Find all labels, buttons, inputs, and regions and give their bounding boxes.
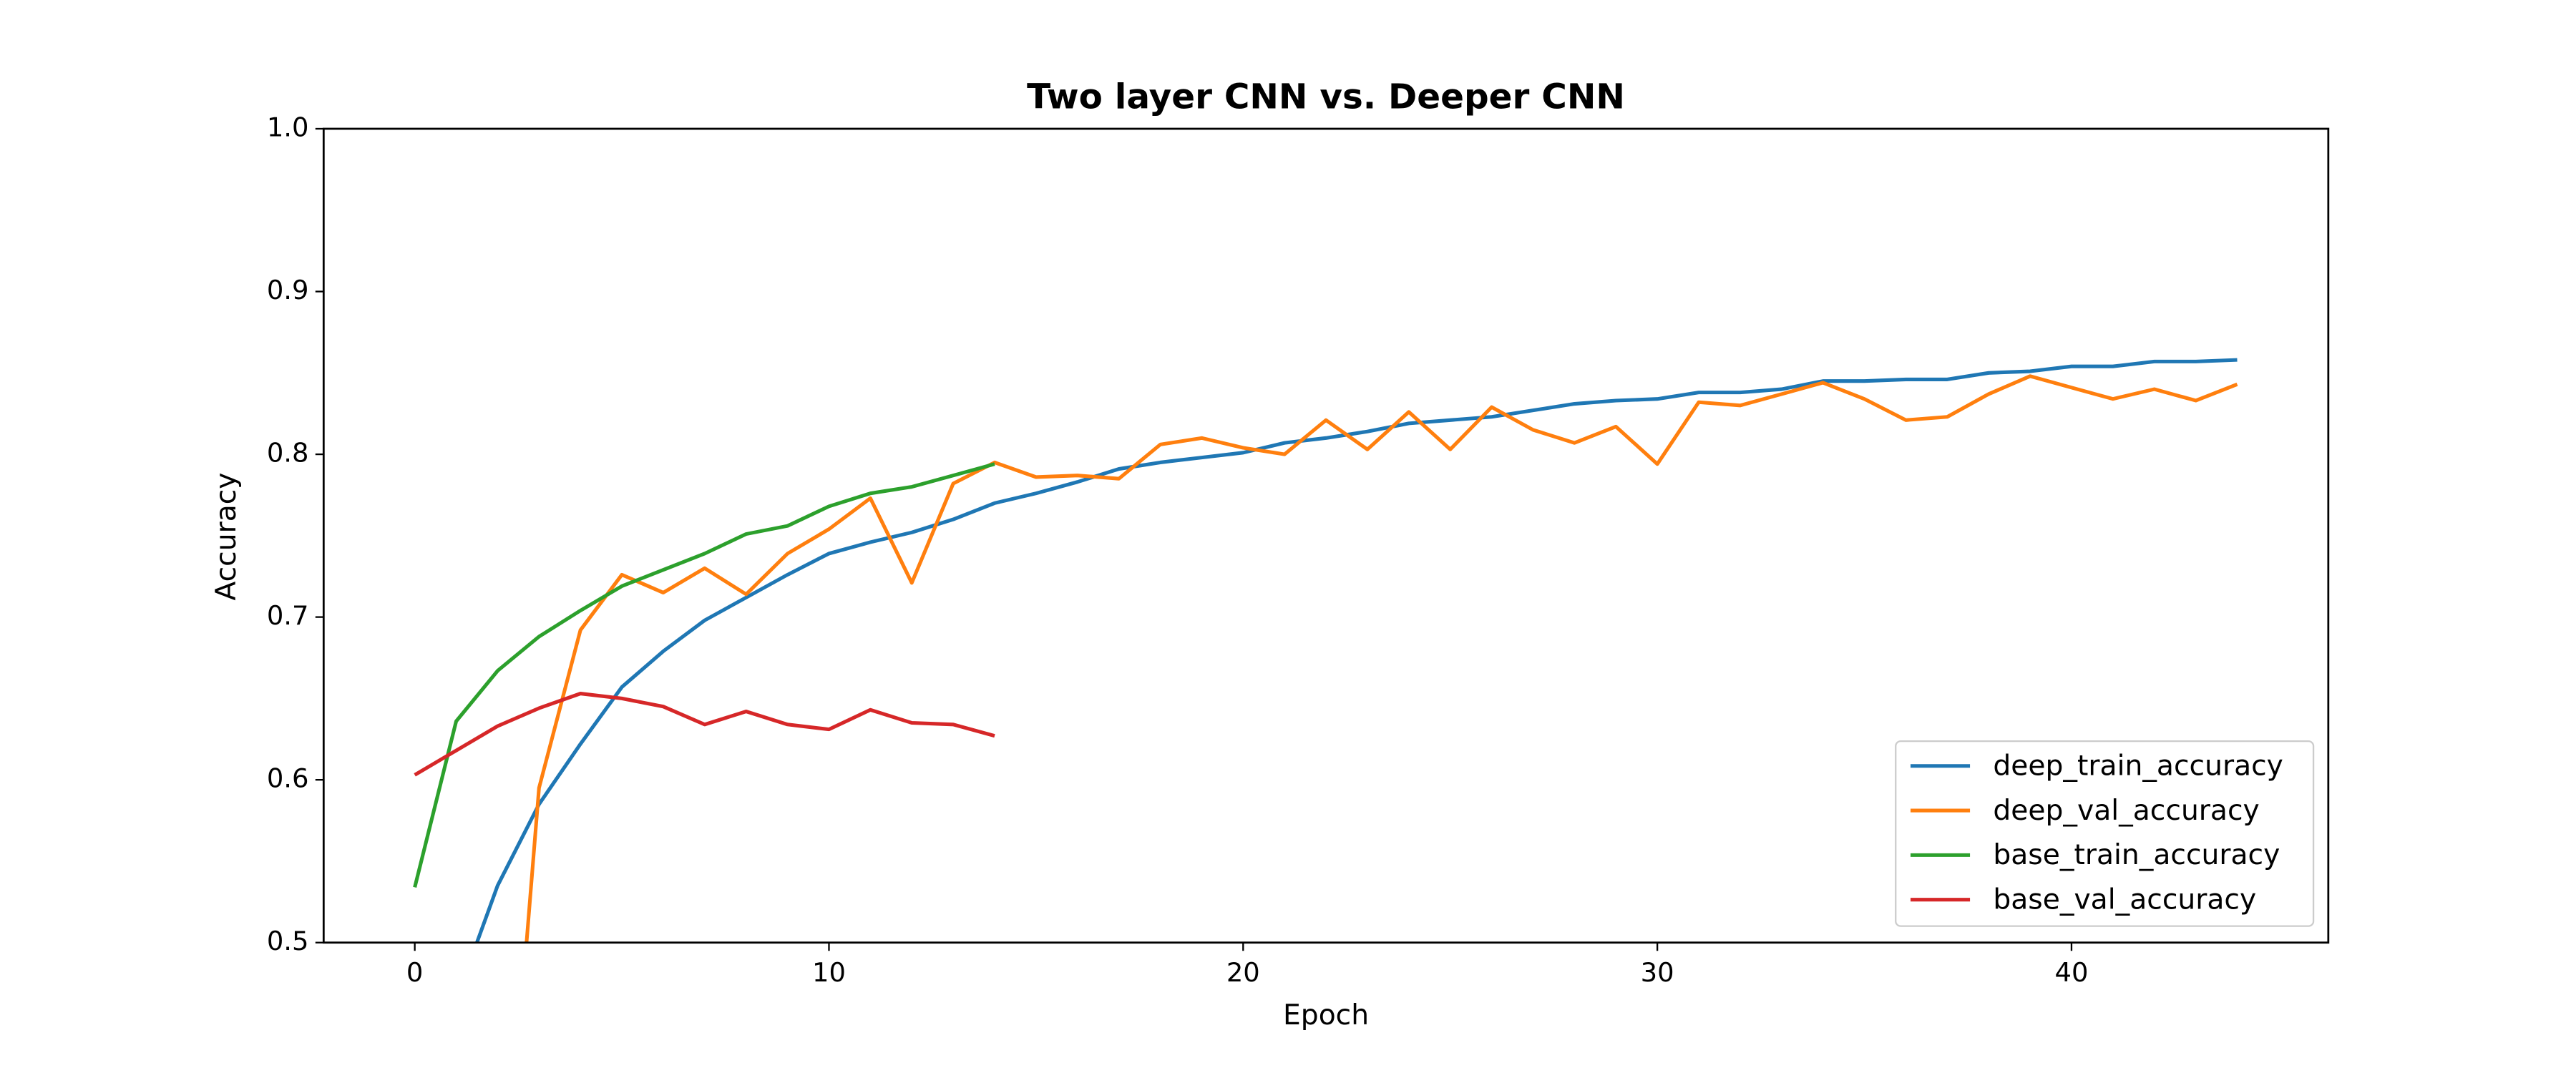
y-tick-label: 0.8 xyxy=(267,438,309,469)
y-tick-label: 0.5 xyxy=(267,926,309,956)
x-tick-label: 30 xyxy=(1641,957,1674,988)
y-tick-label: 1.0 xyxy=(267,112,309,143)
y-tick-label: 0.7 xyxy=(267,600,309,631)
legend-label: base_val_accuracy xyxy=(1993,884,2256,916)
series-line xyxy=(474,358,2238,943)
chart-title: Two layer CNN vs. Deeper CNN xyxy=(1027,77,1625,117)
series-line xyxy=(525,374,2238,943)
x-axis-label: Epoch xyxy=(1283,999,1369,1032)
x-tick-label: 0 xyxy=(406,957,423,988)
x-tick-label: 10 xyxy=(812,957,846,988)
x-tick-label: 40 xyxy=(2054,957,2088,988)
y-tick-label: 0.9 xyxy=(267,275,309,305)
x-tick-label: 20 xyxy=(1226,957,1260,988)
legend-label: deep_train_accuracy xyxy=(1993,750,2283,783)
legend-box xyxy=(1895,740,2315,927)
plot-frame xyxy=(322,127,2330,944)
y-tick-label: 0.6 xyxy=(267,763,309,794)
legend-label: base_train_accuracy xyxy=(1993,839,2280,871)
series-line xyxy=(413,462,995,888)
series-line xyxy=(414,692,995,777)
legend: deep_train_accuracy deep_val_accuracybase… xyxy=(1895,740,2315,927)
plot-lines xyxy=(413,358,2238,943)
legend-label: deep_val_accuracy xyxy=(1993,795,2259,827)
y-axis-label: Accuracy xyxy=(210,472,243,600)
